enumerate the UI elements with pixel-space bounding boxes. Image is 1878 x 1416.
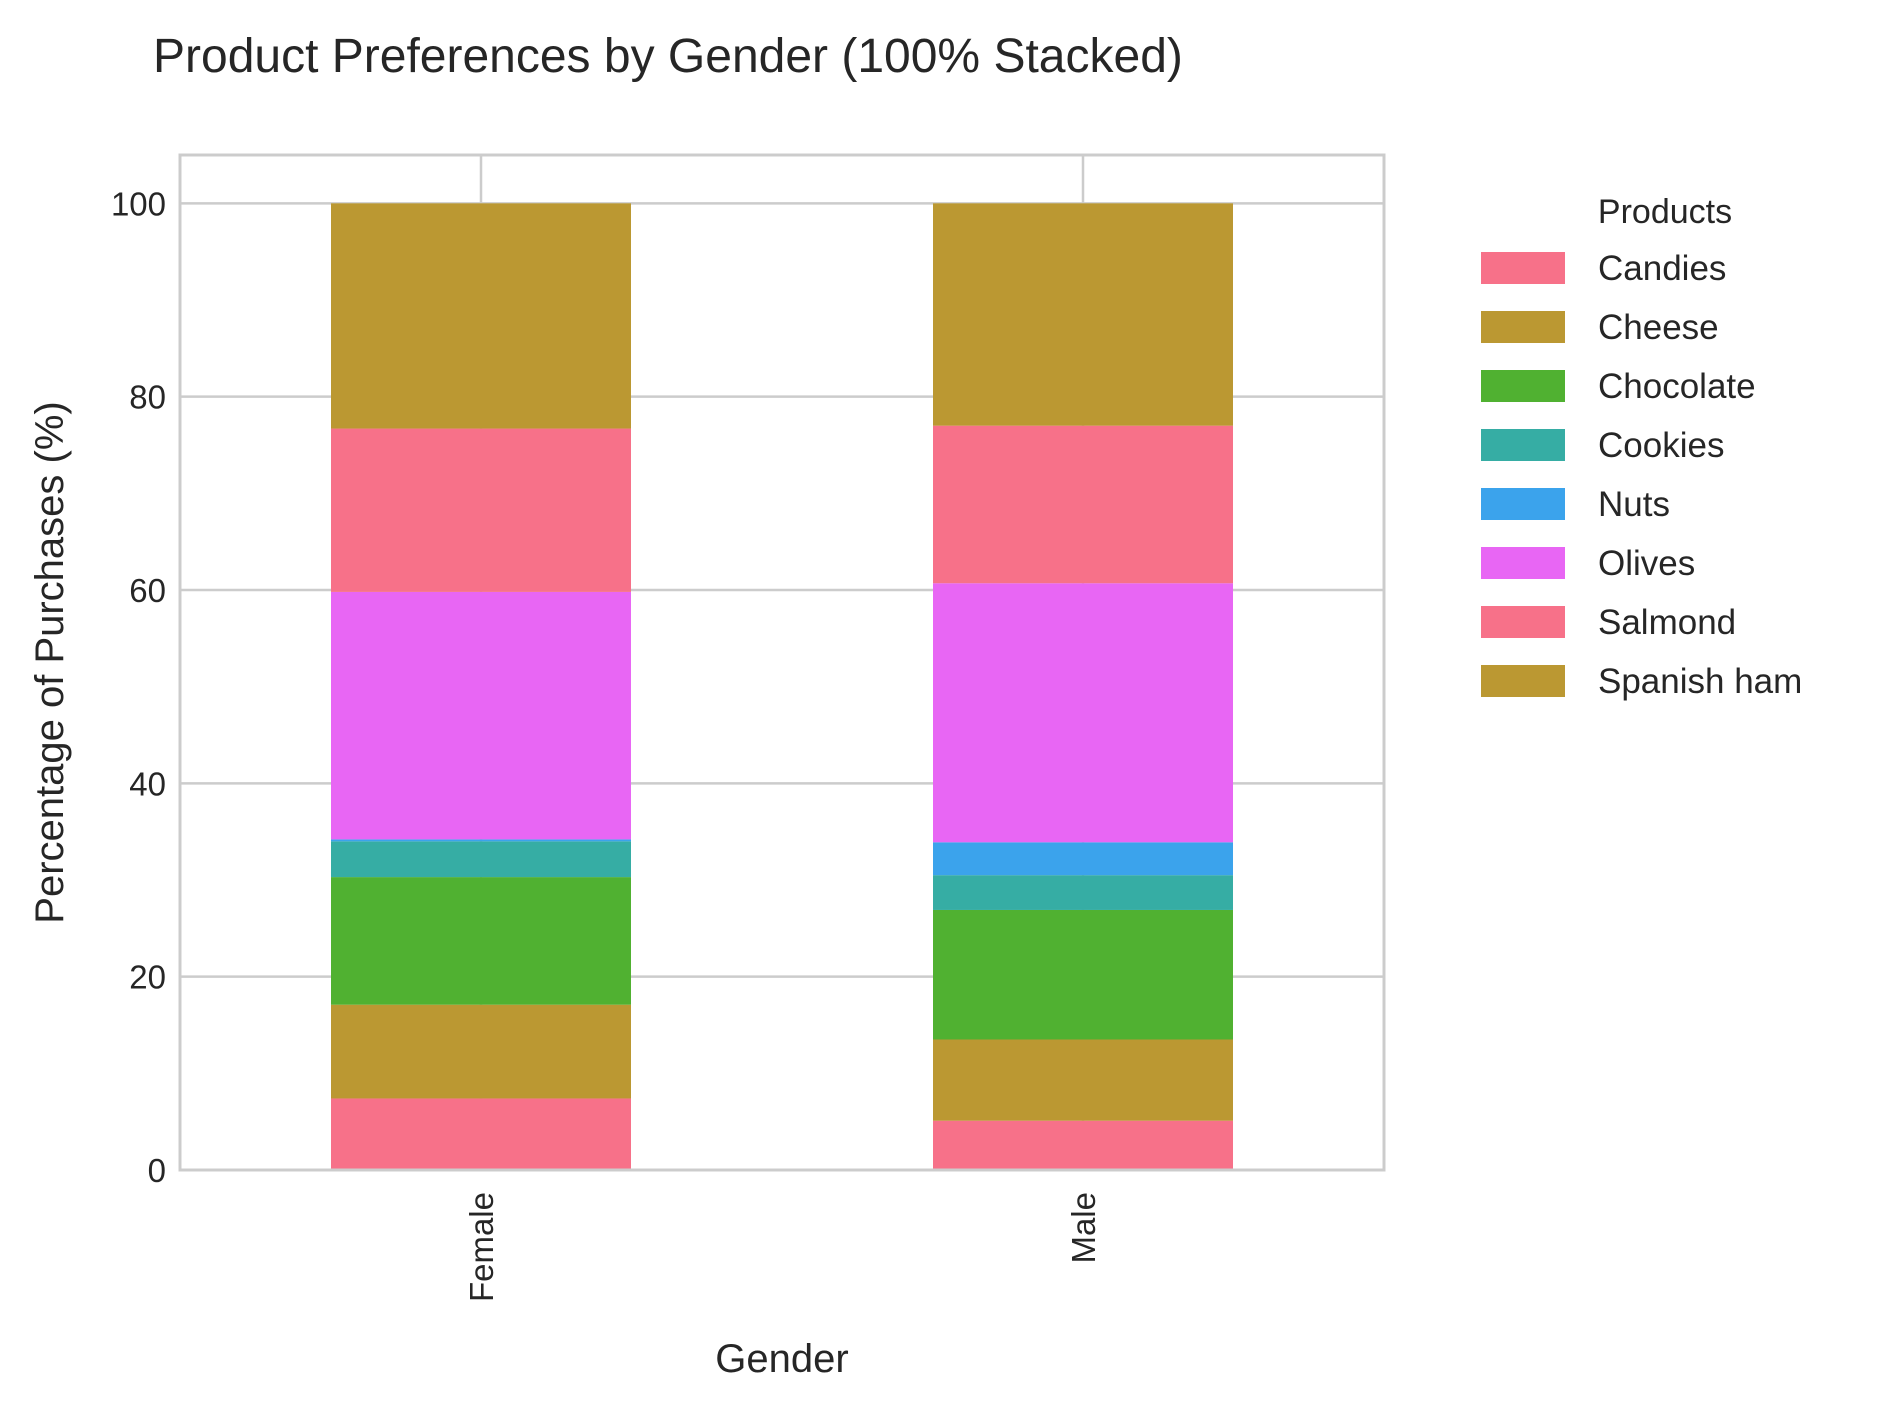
y-tick-label: 60: [129, 572, 166, 609]
y-tick-label: 80: [129, 379, 166, 416]
legend-label: Spanish ham: [1598, 662, 1802, 701]
legend-label: Olives: [1598, 544, 1695, 583]
y-tick-label: 100: [111, 185, 166, 222]
y-tick-label: 40: [129, 765, 166, 802]
legend-label: Cheese: [1598, 308, 1719, 347]
bar-segment-male-chocolate: [933, 909, 1233, 1040]
bar-segment-male-candies: [933, 1120, 1233, 1170]
legend-label: Candies: [1598, 249, 1726, 288]
chart-title: Product Preferences by Gender (100% Stac…: [153, 30, 1183, 83]
x-tick-label: Female: [463, 1192, 500, 1302]
bar-segment-female-cheese: [331, 1004, 631, 1099]
bar-segment-female-salmond: [331, 428, 631, 592]
bar-segment-male-spanish-ham: [933, 203, 1233, 426]
legend-swatch: [1481, 252, 1565, 284]
bar-segment-male-cheese: [933, 1039, 1233, 1121]
legend: Products Candies Cheese Chocolate Cookies Nu…: [1481, 193, 1802, 701]
bar-segment-male-olives: [933, 583, 1233, 843]
bar-segment-female-olives: [331, 591, 631, 840]
legend-label: Salmond: [1598, 603, 1736, 642]
bar-segment-female-chocolate: [331, 877, 631, 1005]
bar-segment-female-cookies: [331, 841, 631, 878]
y-tick-label: 20: [129, 959, 166, 996]
legend-swatch: [1481, 606, 1565, 638]
x-axis-label: Gender: [715, 1337, 848, 1381]
legend-label: Nuts: [1598, 485, 1670, 524]
plot-area: 0 20 40 60 80 100 Female Male: [111, 153, 1386, 1302]
legend-title: Products: [1598, 193, 1732, 231]
bar-segment-male-salmond: [933, 425, 1233, 584]
plot-frame: [178, 153, 1386, 1172]
bar-segment-female-candies: [331, 1098, 631, 1170]
legend-label: Cookies: [1598, 426, 1724, 465]
x-tick-label: Male: [1065, 1192, 1102, 1264]
bar-segment-female-nuts: [331, 839, 631, 842]
bar-segment-male-nuts: [933, 842, 1233, 876]
legend-swatch: [1481, 370, 1565, 402]
legend-label: Chocolate: [1598, 367, 1756, 406]
legend-swatch: [1481, 488, 1565, 520]
bar-segment-male-cookies: [933, 875, 1233, 910]
legend-swatch: [1481, 311, 1565, 343]
legend-swatch: [1481, 547, 1565, 579]
legend-swatch: [1481, 665, 1565, 697]
y-tick-label: 0: [148, 1152, 166, 1189]
legend-swatch: [1481, 429, 1565, 461]
bar-segment-female-spanish-ham: [331, 203, 631, 429]
y-axis-label: Percentage of Purchases (%): [28, 401, 72, 923]
